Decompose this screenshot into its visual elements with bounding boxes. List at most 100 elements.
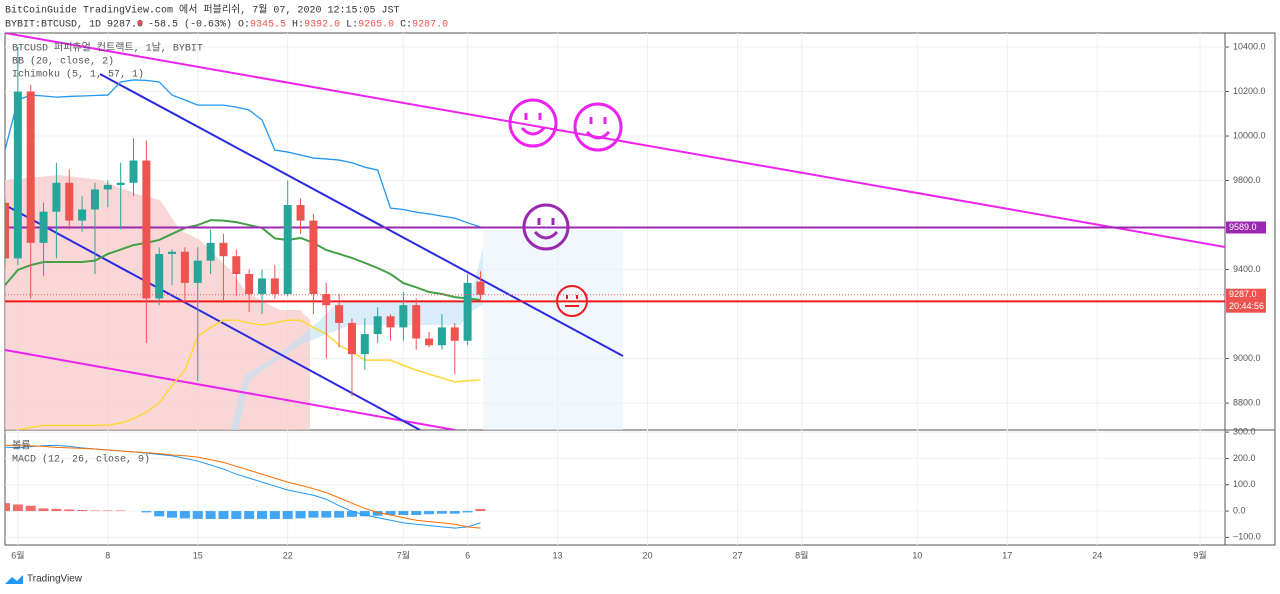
trend-line (5, 349, 456, 430)
candle-body (450, 327, 459, 341)
candle-body (296, 205, 305, 221)
macd-histogram-bar (449, 511, 460, 514)
cloud-bear (5, 175, 310, 430)
candle-body (142, 160, 151, 299)
candle-body (437, 327, 446, 346)
ohlc-value: 9265.0 (358, 20, 394, 31)
candle-body (180, 251, 189, 283)
candle-body (52, 182, 61, 212)
price-badge-label: 9287.0 (1229, 289, 1257, 299)
candle-body (270, 278, 279, 295)
macd-histogram-bar (436, 511, 447, 514)
x-tick-label: 24 (1092, 550, 1102, 560)
macd-histogram-bar (334, 511, 345, 518)
x-tick-label: 17 (1002, 550, 1012, 560)
candle-body (129, 160, 138, 183)
price-pane (5, 47, 1225, 430)
candle-body (193, 260, 202, 283)
ohlc-value: 9345.5 (250, 20, 286, 31)
macd-histogram-bar (385, 511, 396, 515)
candle-body (322, 294, 331, 306)
macd-histogram-bar (475, 508, 486, 512)
future-cloud (483, 230, 623, 430)
candle-body (373, 316, 382, 335)
candle-body (103, 184, 112, 190)
candle-body (116, 182, 125, 185)
candle-body (13, 91, 22, 259)
ichimoku-line (17, 319, 481, 430)
price-badge (1226, 288, 1266, 313)
legend-item: MACD (12, 26, close, 9) (12, 454, 150, 466)
macd-histogram-bar (321, 511, 332, 518)
macd-histogram-bar (5, 503, 10, 512)
macd-histogram-bar (269, 511, 280, 519)
candle-body (206, 242, 215, 261)
ohlc-value: 9287.0 (412, 20, 448, 31)
macd-histogram-bar (51, 508, 62, 512)
x-tick-label: 6 (465, 550, 470, 560)
x-tick-label: 6월 (11, 549, 24, 560)
candle-body (245, 274, 254, 295)
ohlc-label: C: (400, 20, 412, 31)
macd-histogram-bar (192, 511, 203, 519)
ohlc-label: H: (292, 20, 304, 31)
x-tick-label: 8월 (795, 549, 808, 560)
x-tick-label: 13 (553, 550, 563, 560)
candle-body (386, 316, 395, 328)
candle-body (335, 305, 344, 323)
smiley (522, 203, 570, 251)
candle-body (232, 256, 241, 275)
trend-line (5, 33, 1225, 248)
macd-histogram-bar (398, 511, 409, 515)
legend-item: Ichimoku (5, 1, 57, 1) (12, 69, 144, 81)
macd-histogram-bar (89, 510, 100, 512)
y-tick-label: 8800.0 (1233, 397, 1261, 407)
macd-histogram-bar (77, 510, 88, 512)
x-tick-label: 20 (643, 550, 653, 560)
candle-body (219, 242, 228, 257)
legend-item: BTCUSD 퍼피츄얼 컨트랙트, 1날, BYBIT (12, 42, 203, 55)
macd-histogram-bar (25, 505, 36, 512)
change-arrow: ▼ (137, 20, 143, 31)
candle-body (5, 202, 9, 259)
macd-histogram-bar (12, 504, 23, 512)
ohlc-value: 9392.0 (304, 20, 340, 31)
macd-histogram-bar (372, 511, 383, 516)
y-tick-label: 9000.0 (1233, 353, 1261, 363)
countdown: 20:44:56 (1229, 301, 1264, 311)
candle-body (476, 281, 485, 295)
candle-body (155, 253, 164, 299)
macd-histogram-bar (346, 511, 357, 517)
macd-histogram-bar (282, 511, 293, 519)
candle-body (463, 282, 472, 341)
y-tick-label: 300.0 (1233, 426, 1256, 436)
candle-body (412, 305, 421, 339)
bb-basis (5, 219, 481, 302)
candle-body (78, 209, 87, 221)
macd-histogram-bar (115, 510, 126, 512)
ohlc-label: L: (346, 20, 358, 31)
legend-item: BB (20, close, 2) (12, 56, 114, 68)
smiley (573, 102, 623, 152)
macd-histogram-bar (308, 511, 319, 518)
x-tick-label: 10 (912, 550, 922, 560)
smileys (508, 98, 623, 317)
candle-body (258, 278, 267, 295)
macd-histogram-bar (38, 508, 49, 512)
macd-histogram-bar (424, 511, 435, 515)
candle-body (347, 322, 356, 355)
macd-histogram-bar (295, 511, 306, 519)
x-tick-label: 8 (105, 550, 110, 560)
y-tick-label: 10200.0 (1233, 86, 1266, 96)
y-tick-label: 10000.0 (1233, 130, 1266, 140)
candle-body (26, 91, 35, 243)
x-tick-label: 27 (732, 550, 742, 560)
macd-histogram-bar (462, 511, 473, 513)
macd-histogram-bar (102, 510, 113, 512)
x-tick-label: 7월 (397, 549, 410, 560)
x-tick-label: 22 (283, 550, 293, 560)
ohlc: O: 9345.5 H: 9392.0 L: 9265.0 C: 9287.0 (238, 20, 448, 31)
candle-body (425, 338, 434, 346)
candle-body (168, 251, 177, 254)
candle-body (360, 334, 369, 355)
